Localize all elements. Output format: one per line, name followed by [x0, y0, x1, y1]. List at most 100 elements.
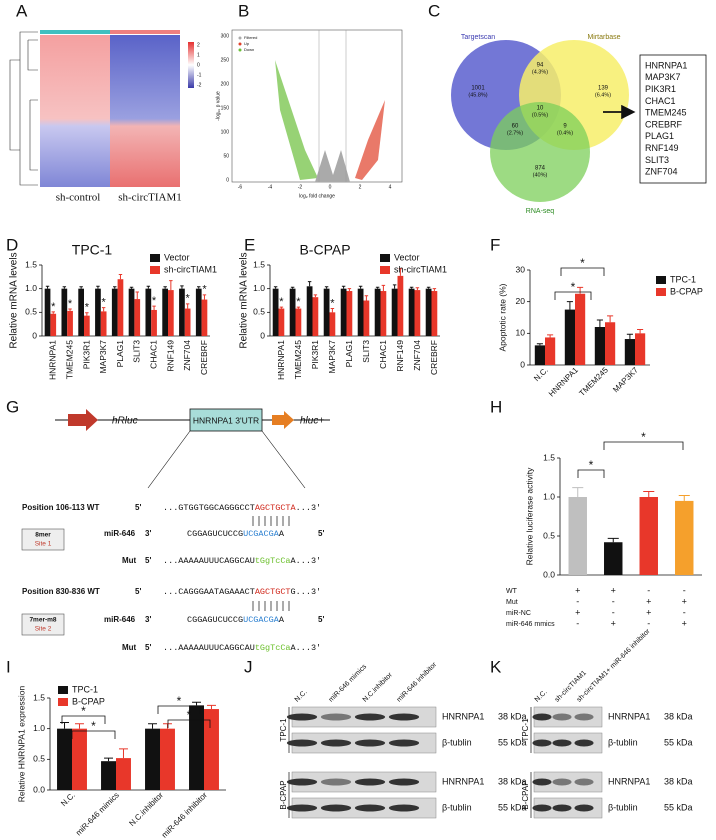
position-label: Position 830-836 WT — [22, 587, 100, 596]
mutated-site: tGgTcCa — [255, 556, 291, 566]
legend-label: TPC-1 — [670, 274, 696, 284]
error-bar — [678, 494, 690, 501]
band — [388, 778, 420, 786]
bar — [61, 288, 68, 336]
condition-bar — [110, 30, 180, 34]
band — [574, 739, 594, 747]
error-bar — [96, 285, 100, 289]
position-label: Position 106-113 WT — [22, 503, 99, 512]
panel-labels: A B C D E F G H I J K — [6, 1, 502, 676]
bracket — [577, 469, 605, 478]
error-bar — [113, 286, 117, 289]
bracket — [603, 441, 684, 450]
y-tick-label: 0 — [260, 330, 265, 340]
panel-label: A — [16, 1, 28, 20]
band — [552, 804, 572, 812]
band — [320, 739, 352, 747]
panel-label: F — [490, 235, 500, 254]
panel-label: H — [490, 397, 502, 416]
error-bar — [637, 329, 644, 334]
bar — [391, 288, 398, 336]
band — [532, 713, 552, 721]
y-tick-label: 1.5 — [543, 452, 555, 462]
significance: * — [177, 694, 182, 708]
size-label: 38 kDa — [664, 711, 693, 721]
end-label: 5' — [135, 587, 141, 596]
x-tick-label: 4 — [389, 184, 392, 190]
legend-dot — [238, 36, 242, 40]
error-bar — [547, 334, 554, 338]
x-tick-label: miR-646 inhibitor — [160, 790, 209, 839]
colorbar-tick: 0 — [197, 62, 200, 68]
bar — [564, 309, 575, 365]
mirna-label: miR-646 — [104, 529, 136, 538]
bar — [639, 497, 658, 575]
error-bar — [85, 312, 89, 316]
error-bar — [432, 288, 437, 292]
y-tick-label: 0.5 — [253, 307, 265, 317]
bar — [184, 308, 191, 336]
bar — [67, 310, 73, 336]
significance: * — [296, 296, 301, 308]
legend-label: B-CPAP — [72, 696, 105, 706]
bar — [329, 312, 336, 336]
error-bar — [185, 303, 190, 309]
bar — [145, 288, 152, 336]
error-bar — [307, 281, 312, 287]
seq: ...AAAAAUUUCAGGCAU — [163, 643, 255, 653]
pairing — [252, 601, 290, 611]
bar — [380, 291, 387, 336]
size-label: 55 kDa — [664, 737, 693, 747]
zoom-line — [147, 430, 191, 489]
error-bar — [426, 286, 431, 289]
cell: - — [647, 618, 650, 628]
significance: * — [91, 719, 96, 733]
set-label: Targetscan — [461, 34, 495, 41]
heatmap-block — [40, 35, 110, 187]
venn-set — [490, 102, 590, 202]
promoter-arrow — [68, 409, 98, 431]
significance: * — [152, 295, 157, 307]
region-count: 139 — [598, 86, 609, 92]
y-axis-title: Relative mRNA levels — [239, 252, 250, 348]
cell: - — [612, 596, 615, 606]
bar — [312, 297, 319, 336]
protein-label: HNRNPA1 — [442, 711, 484, 721]
x-tick-label: N.C. — [532, 366, 550, 384]
cell-label: B-CPAP — [279, 780, 288, 809]
bar — [134, 299, 141, 336]
legend-swatch — [380, 254, 390, 262]
x-tick-label: -4 — [268, 184, 273, 190]
y-tick-label: 300 — [221, 33, 230, 39]
x-tick-label: miR-646 mimics — [74, 791, 121, 838]
bar — [72, 728, 87, 790]
band — [388, 713, 420, 721]
gene: TMEM245 — [645, 108, 687, 118]
y-tick-label: 50 — [223, 153, 229, 159]
legend-label: B-CPAP — [670, 286, 703, 296]
gene: RNF149 — [645, 143, 679, 153]
bar — [151, 309, 157, 336]
bar — [189, 705, 204, 790]
region-percent: (2.7%) — [507, 130, 523, 136]
band — [354, 778, 386, 786]
error-bar — [152, 305, 156, 310]
x-tick-label: CREBRF — [199, 340, 209, 375]
cell: + — [646, 596, 651, 606]
y-tick-label: 0.5 — [33, 754, 45, 764]
cell: + — [646, 607, 651, 617]
error-bar — [596, 319, 603, 327]
error-bar — [51, 311, 55, 314]
error-bar — [375, 286, 380, 289]
band — [552, 739, 572, 747]
band — [532, 804, 552, 812]
panel-label: C — [428, 1, 440, 20]
x-tick-label: PIK3R1 — [81, 340, 91, 370]
bracket — [560, 267, 605, 276]
region-percent: (40%) — [533, 172, 548, 178]
error-bar — [296, 306, 301, 309]
y-tick-label: 1.5 — [25, 259, 37, 269]
bracket — [167, 719, 211, 728]
group-label: sh-control — [56, 192, 101, 204]
gene-label: HNRNPA1 3'UTR — [193, 415, 259, 425]
